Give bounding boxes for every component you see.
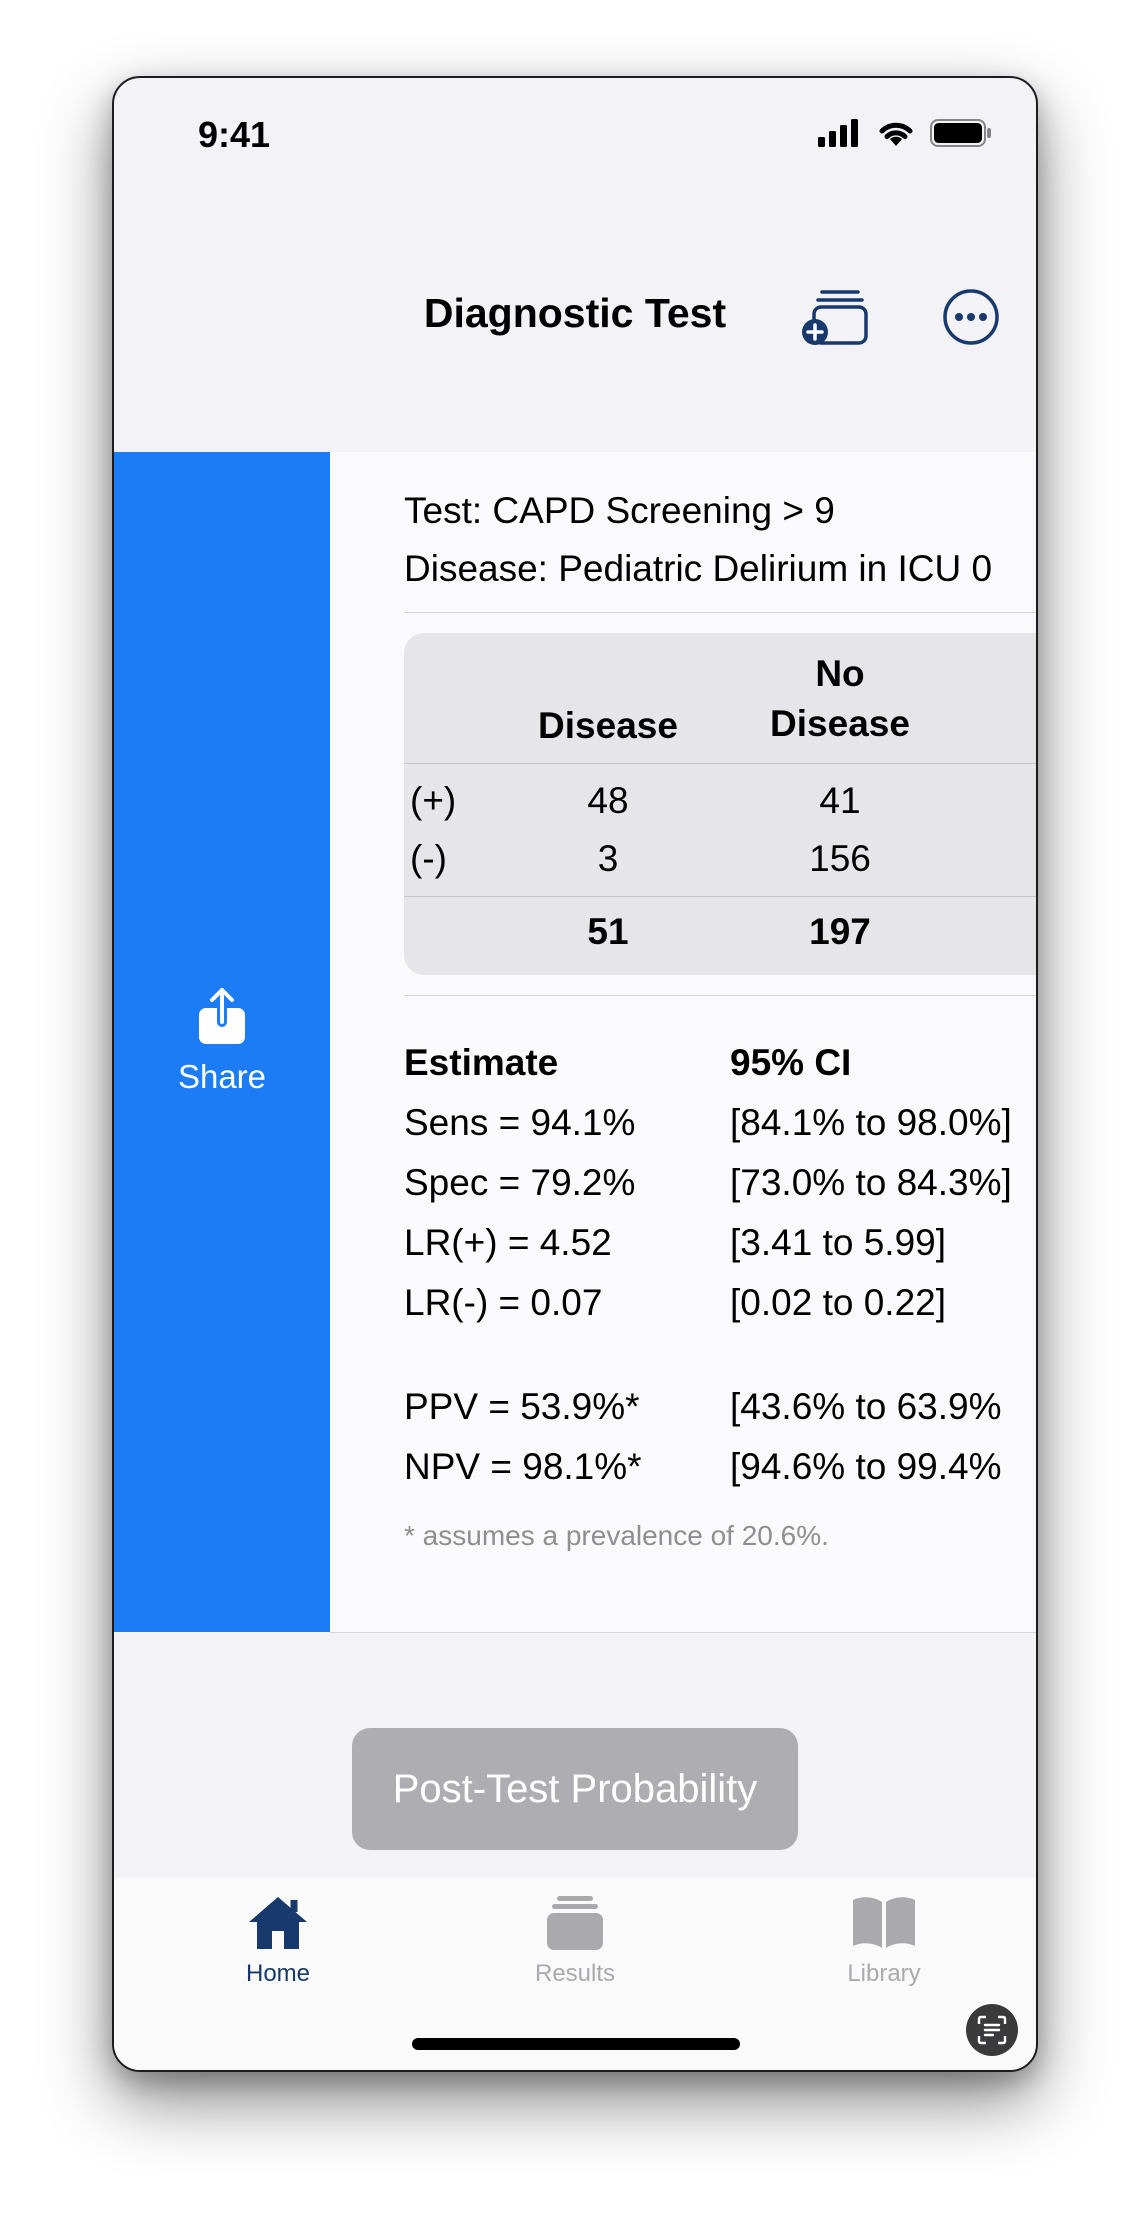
navigation-bar: Diagnostic Test: [114, 178, 1036, 453]
total-no-disease: 197: [809, 911, 871, 952]
cell-pos-no-disease: 41: [819, 780, 861, 821]
col-header-no-disease-line1: No: [815, 653, 865, 694]
table-divider: [404, 896, 1036, 897]
more-options-button[interactable]: [942, 288, 1000, 351]
tab-label: Library: [847, 1960, 921, 1987]
ellipsis-circle-icon: [943, 289, 999, 345]
test-name: Test: CAPD Screening > 9: [404, 490, 835, 531]
cell-neg-total: 1: [1014, 838, 1036, 880]
stack-icon: [547, 1896, 603, 1950]
stat-row-specificity: Spec = 79.2% [73.0% to 84.3%]: [404, 1162, 1036, 1222]
tab-library[interactable]: Library: [784, 1894, 984, 1988]
status-icons: [818, 118, 992, 148]
share-swipe-action[interactable]: Share: [114, 452, 330, 1632]
result-card-content: Test: CAPD Screening > 9 Disease: Pediat…: [404, 452, 1036, 1552]
tab-home[interactable]: Home: [178, 1894, 378, 1988]
total-disease: 51: [587, 911, 629, 952]
cell-pos-disease: 48: [587, 780, 629, 821]
col-header-no-disease-line2: Disease: [770, 703, 910, 744]
row-label-negative: (-): [410, 838, 447, 879]
stat-estimate: PPV = 53.9%*: [404, 1386, 640, 1427]
phone-frame: 9:41 Diagnostic Test: [112, 76, 1038, 2072]
stat-row-npv: NPV = 98.1%* [94.6% to 99.4%: [404, 1446, 1036, 1506]
table-row: (+) 48 41: [404, 770, 1036, 830]
table-row: (-) 3 156 1: [404, 830, 1036, 890]
stat-ci: [43.6% to 63.9%: [730, 1386, 1002, 1427]
tab-results[interactable]: Results: [475, 1894, 675, 1988]
status-bar: 9:41: [114, 78, 1036, 178]
result-card[interactable]: Test: CAPD Screening > 9 Disease: Pediat…: [330, 452, 1036, 1633]
share-icon: [199, 988, 245, 1044]
tab-label: Results: [534, 1960, 616, 1987]
divider: [404, 612, 1036, 613]
share-label: Share: [177, 1058, 267, 1095]
two-by-two-table: Disease No Disease T (+) 48 41 (-) 3 156…: [404, 633, 1036, 975]
stat-estimate: NPV = 98.1%*: [404, 1446, 642, 1487]
stat-estimate: LR(-) = 0.07: [404, 1282, 603, 1323]
add-to-results-button[interactable]: [802, 286, 874, 353]
cell-neg-disease: 3: [597, 838, 619, 879]
page-title: Diagnostic Test: [423, 290, 727, 336]
stack-add-icon: [802, 290, 868, 345]
total-overall: 2: [1014, 911, 1036, 953]
house-icon: [249, 1897, 307, 1949]
stat-row-sensitivity: Sens = 94.1% [84.1% to 98.0%]: [404, 1102, 1036, 1162]
stat-ci: [94.6% to 99.4%: [730, 1446, 1002, 1487]
stat-ci: [3.41 to 5.99]: [730, 1222, 947, 1263]
stat-estimate: Sens = 94.1%: [404, 1102, 636, 1143]
stat-estimate: Spec = 79.2%: [404, 1162, 636, 1203]
stat-row-lr-positive: LR(+) = 4.52 [3.41 to 5.99]: [404, 1222, 1036, 1282]
battery-icon: [930, 119, 991, 147]
cell-neg-no-disease: 156: [809, 838, 871, 879]
text-scan-icon: [977, 2015, 1007, 2045]
header-ci: 95% CI: [730, 1042, 852, 1083]
stat-row-ppv: PPV = 53.9%* [43.6% to 63.9%: [404, 1386, 1036, 1446]
table-totals-row: 51 197 2: [404, 897, 1036, 975]
divider: [404, 995, 1036, 996]
stat-row-lr-negative: LR(-) = 0.07 [0.02 to 0.22]: [404, 1282, 1036, 1342]
post-test-probability-button[interactable]: Post-Test Probability: [352, 1728, 798, 1850]
wifi-icon: [879, 122, 913, 146]
table-header: Disease No Disease T: [404, 633, 1036, 763]
header-estimate: Estimate: [404, 1042, 559, 1083]
statistics-section: Estimate 95% CI Sens = 94.1% [84.1% to 9…: [404, 1042, 1036, 1552]
live-text-scan-button[interactable]: [966, 2004, 1018, 2056]
stat-ci: [84.1% to 98.0%]: [730, 1102, 1012, 1143]
col-header-disease: Disease: [538, 705, 678, 746]
row-label-positive: (+): [410, 780, 457, 821]
home-indicator[interactable]: [412, 2038, 740, 2050]
stat-estimate: LR(+) = 4.52: [404, 1222, 612, 1263]
stats-header: Estimate 95% CI: [404, 1042, 1036, 1102]
col-header-total: T: [1014, 705, 1036, 747]
disease-name: Disease: Pediatric Delirium in ICU 0: [404, 548, 993, 589]
signal-icon: [818, 119, 858, 147]
status-time: 9:41: [198, 114, 271, 155]
table-divider: [404, 763, 1036, 764]
stat-ci: [0.02 to 0.22]: [730, 1282, 947, 1323]
stat-ci: [73.0% to 84.3%]: [730, 1162, 1012, 1203]
prevalence-footnote: * assumes a prevalence of 20.6%.: [404, 1520, 829, 1551]
tab-label: Home: [245, 1960, 311, 1987]
book-icon: [853, 1897, 915, 1948]
